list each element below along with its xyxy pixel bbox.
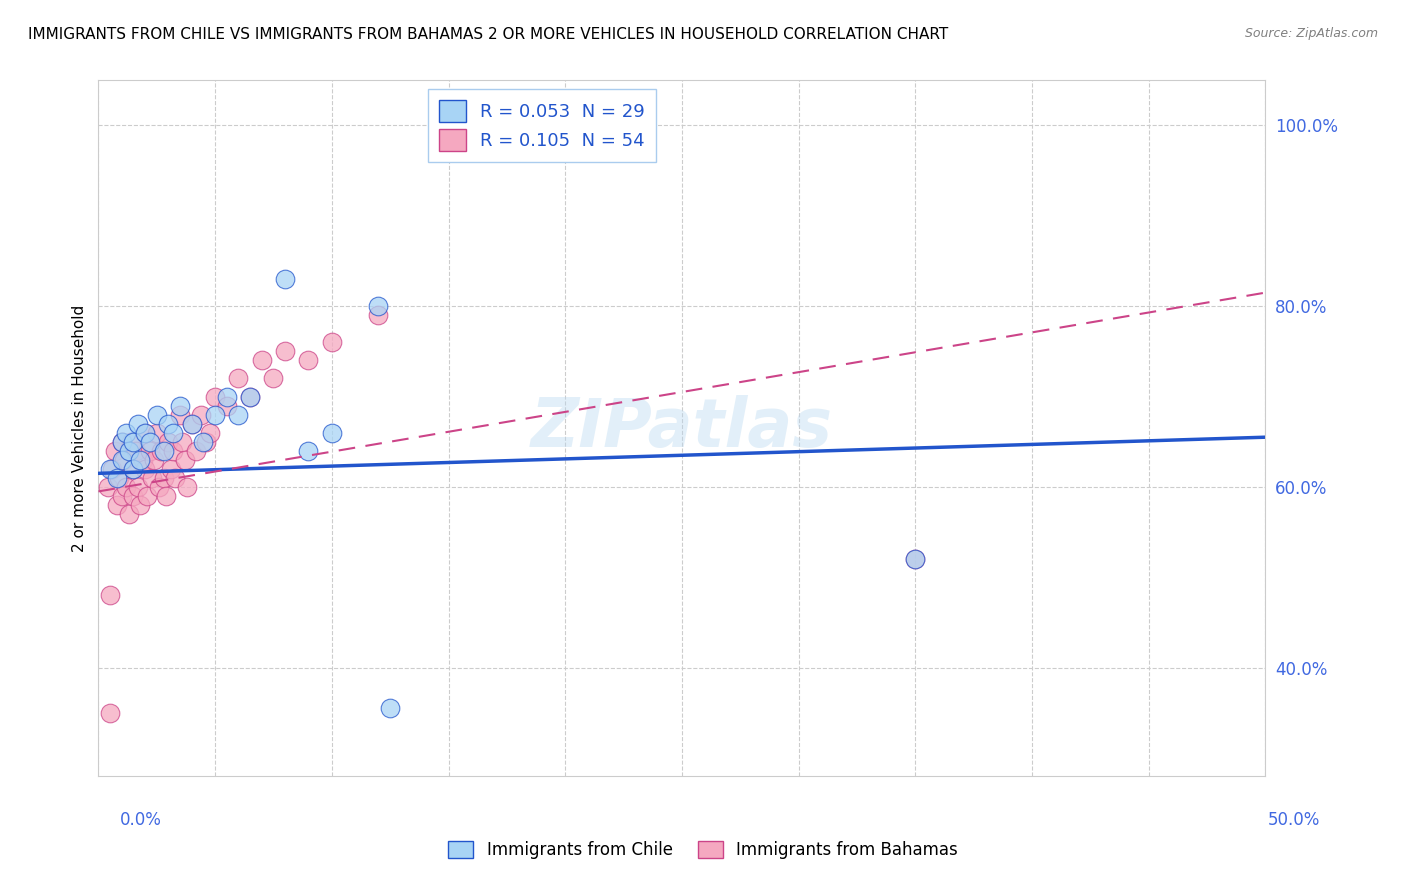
Point bbox=[136, 489, 159, 503]
Point bbox=[321, 335, 343, 350]
Point bbox=[101, 462, 124, 476]
Point bbox=[152, 443, 174, 458]
Text: Source: ZipAtlas.com: Source: ZipAtlas.com bbox=[1244, 27, 1378, 40]
Legend: Immigrants from Chile, Immigrants from Bahamas: Immigrants from Chile, Immigrants from B… bbox=[441, 834, 965, 866]
Point bbox=[157, 417, 180, 431]
Point bbox=[215, 399, 238, 413]
Point bbox=[367, 308, 389, 322]
Point bbox=[165, 471, 187, 485]
Point bbox=[129, 452, 152, 467]
Legend: R = 0.053  N = 29, R = 0.105  N = 54: R = 0.053 N = 29, R = 0.105 N = 54 bbox=[427, 89, 655, 162]
Point bbox=[297, 353, 319, 368]
Point bbox=[190, 408, 212, 422]
Point bbox=[380, 701, 402, 715]
Point bbox=[118, 507, 141, 521]
Point bbox=[274, 344, 297, 359]
Point bbox=[172, 434, 194, 449]
Point bbox=[111, 489, 134, 503]
Point bbox=[134, 425, 156, 440]
Text: 0.0%: 0.0% bbox=[120, 811, 162, 829]
Text: 50.0%: 50.0% bbox=[1267, 811, 1320, 829]
Point bbox=[105, 471, 128, 485]
Point bbox=[193, 434, 215, 449]
Point bbox=[105, 498, 128, 512]
Point bbox=[98, 462, 121, 476]
Point bbox=[115, 425, 138, 440]
Point bbox=[200, 425, 222, 440]
Text: ZIPatlas: ZIPatlas bbox=[531, 395, 832, 461]
Point bbox=[204, 390, 226, 404]
Point bbox=[169, 399, 191, 413]
Point bbox=[108, 471, 131, 485]
Point bbox=[141, 471, 163, 485]
Point bbox=[180, 417, 202, 431]
Point bbox=[125, 443, 148, 458]
Point bbox=[97, 480, 120, 494]
Point bbox=[134, 425, 156, 440]
Point bbox=[162, 425, 184, 440]
Point bbox=[127, 417, 149, 431]
Point bbox=[146, 408, 169, 422]
Text: IMMIGRANTS FROM CHILE VS IMMIGRANTS FROM BAHAMAS 2 OR MORE VEHICLES IN HOUSEHOLD: IMMIGRANTS FROM CHILE VS IMMIGRANTS FROM… bbox=[28, 27, 949, 42]
Point bbox=[132, 452, 155, 467]
Point bbox=[173, 452, 195, 467]
Point bbox=[127, 480, 149, 494]
Point bbox=[148, 480, 170, 494]
Point bbox=[262, 371, 284, 385]
Point bbox=[250, 353, 273, 368]
Point bbox=[104, 443, 127, 458]
Point bbox=[120, 434, 142, 449]
Point bbox=[186, 443, 208, 458]
Point bbox=[157, 434, 180, 449]
Point bbox=[152, 471, 174, 485]
Point bbox=[112, 452, 135, 467]
Point bbox=[321, 425, 343, 440]
Point bbox=[169, 408, 191, 422]
Point bbox=[155, 489, 177, 503]
Point bbox=[159, 462, 181, 476]
Point bbox=[139, 443, 162, 458]
Point bbox=[122, 462, 145, 476]
Point bbox=[204, 408, 226, 422]
Point bbox=[297, 443, 319, 458]
Point bbox=[239, 390, 262, 404]
Point bbox=[904, 552, 927, 566]
Y-axis label: 2 or more Vehicles in Household: 2 or more Vehicles in Household bbox=[72, 304, 87, 552]
Point bbox=[111, 452, 134, 467]
Point bbox=[228, 408, 250, 422]
Point bbox=[239, 390, 262, 404]
Point bbox=[904, 552, 927, 566]
Point bbox=[98, 706, 121, 720]
Point bbox=[150, 443, 173, 458]
Point bbox=[122, 489, 145, 503]
Point bbox=[115, 480, 138, 494]
Point bbox=[215, 390, 238, 404]
Point bbox=[129, 498, 152, 512]
Point bbox=[134, 462, 156, 476]
Point bbox=[194, 434, 217, 449]
Point bbox=[367, 299, 389, 313]
Point bbox=[122, 434, 145, 449]
Point bbox=[180, 417, 202, 431]
Point bbox=[111, 434, 134, 449]
Point bbox=[118, 443, 141, 458]
Point bbox=[228, 371, 250, 385]
Point bbox=[162, 443, 184, 458]
Point bbox=[98, 588, 121, 602]
Point bbox=[176, 480, 198, 494]
Point bbox=[111, 434, 134, 449]
Point bbox=[139, 434, 162, 449]
Point bbox=[122, 462, 145, 476]
Point bbox=[146, 425, 169, 440]
Point bbox=[274, 272, 297, 286]
Point bbox=[143, 452, 166, 467]
